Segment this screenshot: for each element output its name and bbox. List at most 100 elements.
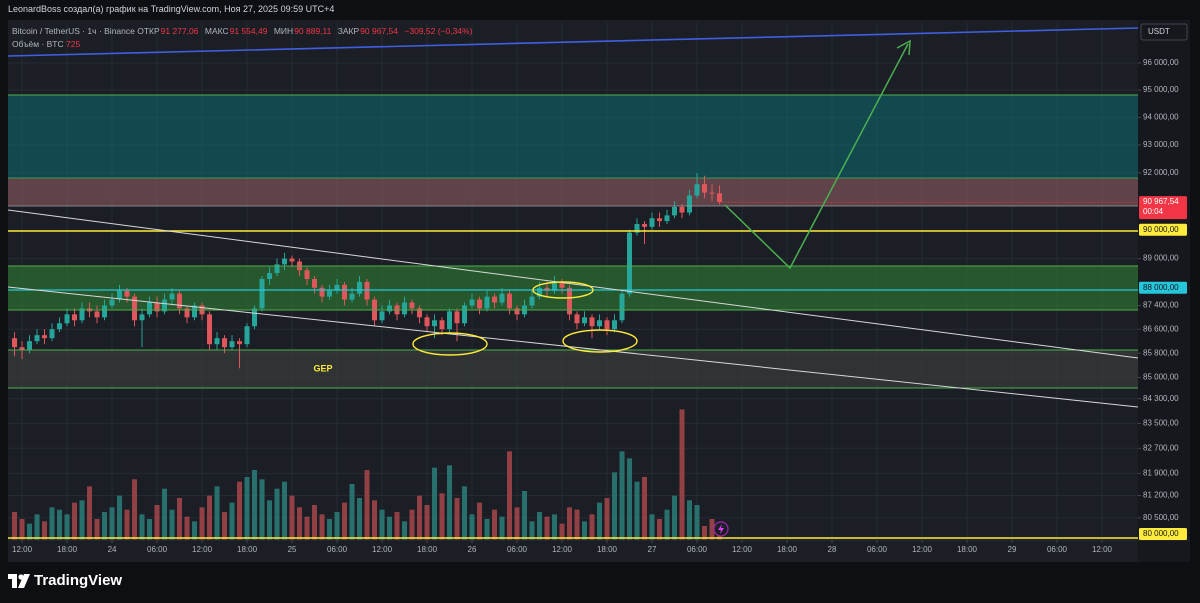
price-marker-label: 88 000,00 [1143, 283, 1179, 292]
trend-line [7, 286, 1139, 408]
volume-bar [709, 519, 715, 540]
volume-bar [514, 507, 520, 540]
candle-body [357, 281, 363, 294]
y-tick-label: 87 400,00 [1143, 301, 1179, 310]
candle-body [507, 293, 513, 309]
x-tick-label: 12:00 [1092, 545, 1113, 554]
volume-label: Объём · BTC [12, 39, 64, 49]
volume-bar [394, 512, 400, 540]
candle-body [334, 284, 340, 291]
y-tick-label: 84 300,00 [1143, 394, 1179, 403]
candle-body [72, 314, 78, 321]
candle-body [514, 308, 520, 315]
x-tick-label: 18:00 [237, 545, 258, 554]
candle-body [679, 206, 685, 213]
volume-bar [582, 521, 588, 540]
y-tick-label: 81 900,00 [1143, 468, 1179, 477]
volume-bar [147, 519, 153, 540]
candle-body [417, 308, 423, 318]
x-tick-label: 06:00 [327, 545, 348, 554]
x-tick-label: 06:00 [867, 545, 888, 554]
candle-body [477, 299, 483, 309]
x-tick-label: 12:00 [12, 545, 33, 554]
candle-body [484, 296, 490, 309]
last-price-marker [1139, 196, 1187, 220]
x-tick-label: 24 [108, 545, 117, 554]
volume-bar [649, 514, 655, 540]
volume-bar [342, 502, 348, 540]
y-tick-label: 93 000,00 [1143, 140, 1179, 149]
forecast-arrow [724, 43, 909, 270]
footer-logo: TradingView [8, 572, 122, 589]
volume-bar [109, 507, 115, 540]
volume-bar [102, 512, 108, 540]
candle-body [664, 215, 670, 222]
legend-value: 90 967,54 [360, 26, 398, 36]
candle-body [282, 258, 288, 265]
candle-body [252, 308, 258, 327]
volume-bar [297, 507, 303, 540]
marks [12, 172, 1138, 540]
candle-body [402, 302, 408, 315]
volume-bar [537, 512, 543, 540]
candle-body [132, 296, 138, 321]
candle-body [154, 302, 160, 312]
x-tick-label: 26 [468, 545, 477, 554]
candle-body [312, 278, 318, 288]
arrow-head [896, 39, 911, 56]
candle-body [657, 218, 663, 222]
x-tick-label: 12:00 [912, 545, 933, 554]
volume-bar [469, 514, 475, 540]
legend-key: ОТКР [137, 26, 160, 36]
trend-line [7, 209, 1139, 359]
volume-bar [462, 486, 468, 540]
candle-body [529, 296, 535, 306]
legend-key: МАКС [204, 26, 229, 36]
legend-row: Bitcoin / TetherUS · 1ч · Binance ОТКР91… [12, 25, 476, 38]
candle-body [612, 320, 618, 330]
volume-bar [49, 507, 55, 540]
legend-change: −309,52 (−0,34%) [404, 26, 473, 36]
candle-body [12, 338, 18, 348]
y-tick-label: 94 000,00 [1143, 112, 1179, 121]
candle-body [79, 308, 85, 321]
volume-bar [12, 512, 18, 540]
zone [8, 266, 1138, 310]
symbol: Bitcoin / TetherUS · 1ч · Binance [12, 26, 135, 36]
candle-body [109, 299, 115, 306]
zones [8, 95, 1138, 388]
currency-box[interactable] [1140, 23, 1188, 41]
volume-bar [259, 479, 265, 540]
candle-body [387, 305, 393, 312]
candle-body [162, 299, 168, 312]
price-marker-label: 80 000,00 [1143, 529, 1179, 538]
highlight-ellipse [412, 332, 488, 356]
volume-bar [544, 516, 550, 540]
volume-bar [552, 514, 558, 540]
candle-body [567, 287, 573, 315]
candle-body [619, 293, 625, 321]
volume-bar [702, 526, 708, 540]
volume-bar [379, 509, 385, 540]
y-tick-label: 89 000,00 [1143, 254, 1179, 263]
candle-body [544, 287, 550, 291]
candle-body [552, 281, 558, 291]
candle-body [649, 218, 655, 227]
candle-body [274, 264, 280, 274]
volume-bar [402, 521, 408, 540]
volume-bar [154, 505, 160, 540]
volume-bar [484, 519, 490, 540]
volume-bar [79, 500, 85, 540]
volume-bar [364, 470, 370, 540]
y-tick-label: 80 500,00 [1143, 513, 1179, 522]
x-tick-label: 12:00 [552, 545, 573, 554]
volume-bar [289, 495, 295, 540]
candle-body [447, 311, 453, 330]
volume-bar [672, 495, 678, 540]
x-tick-label: 27 [648, 545, 657, 554]
volume-bar [559, 523, 565, 540]
candle-body [94, 311, 100, 318]
volume-bar [432, 467, 438, 540]
candle-body [27, 341, 33, 351]
